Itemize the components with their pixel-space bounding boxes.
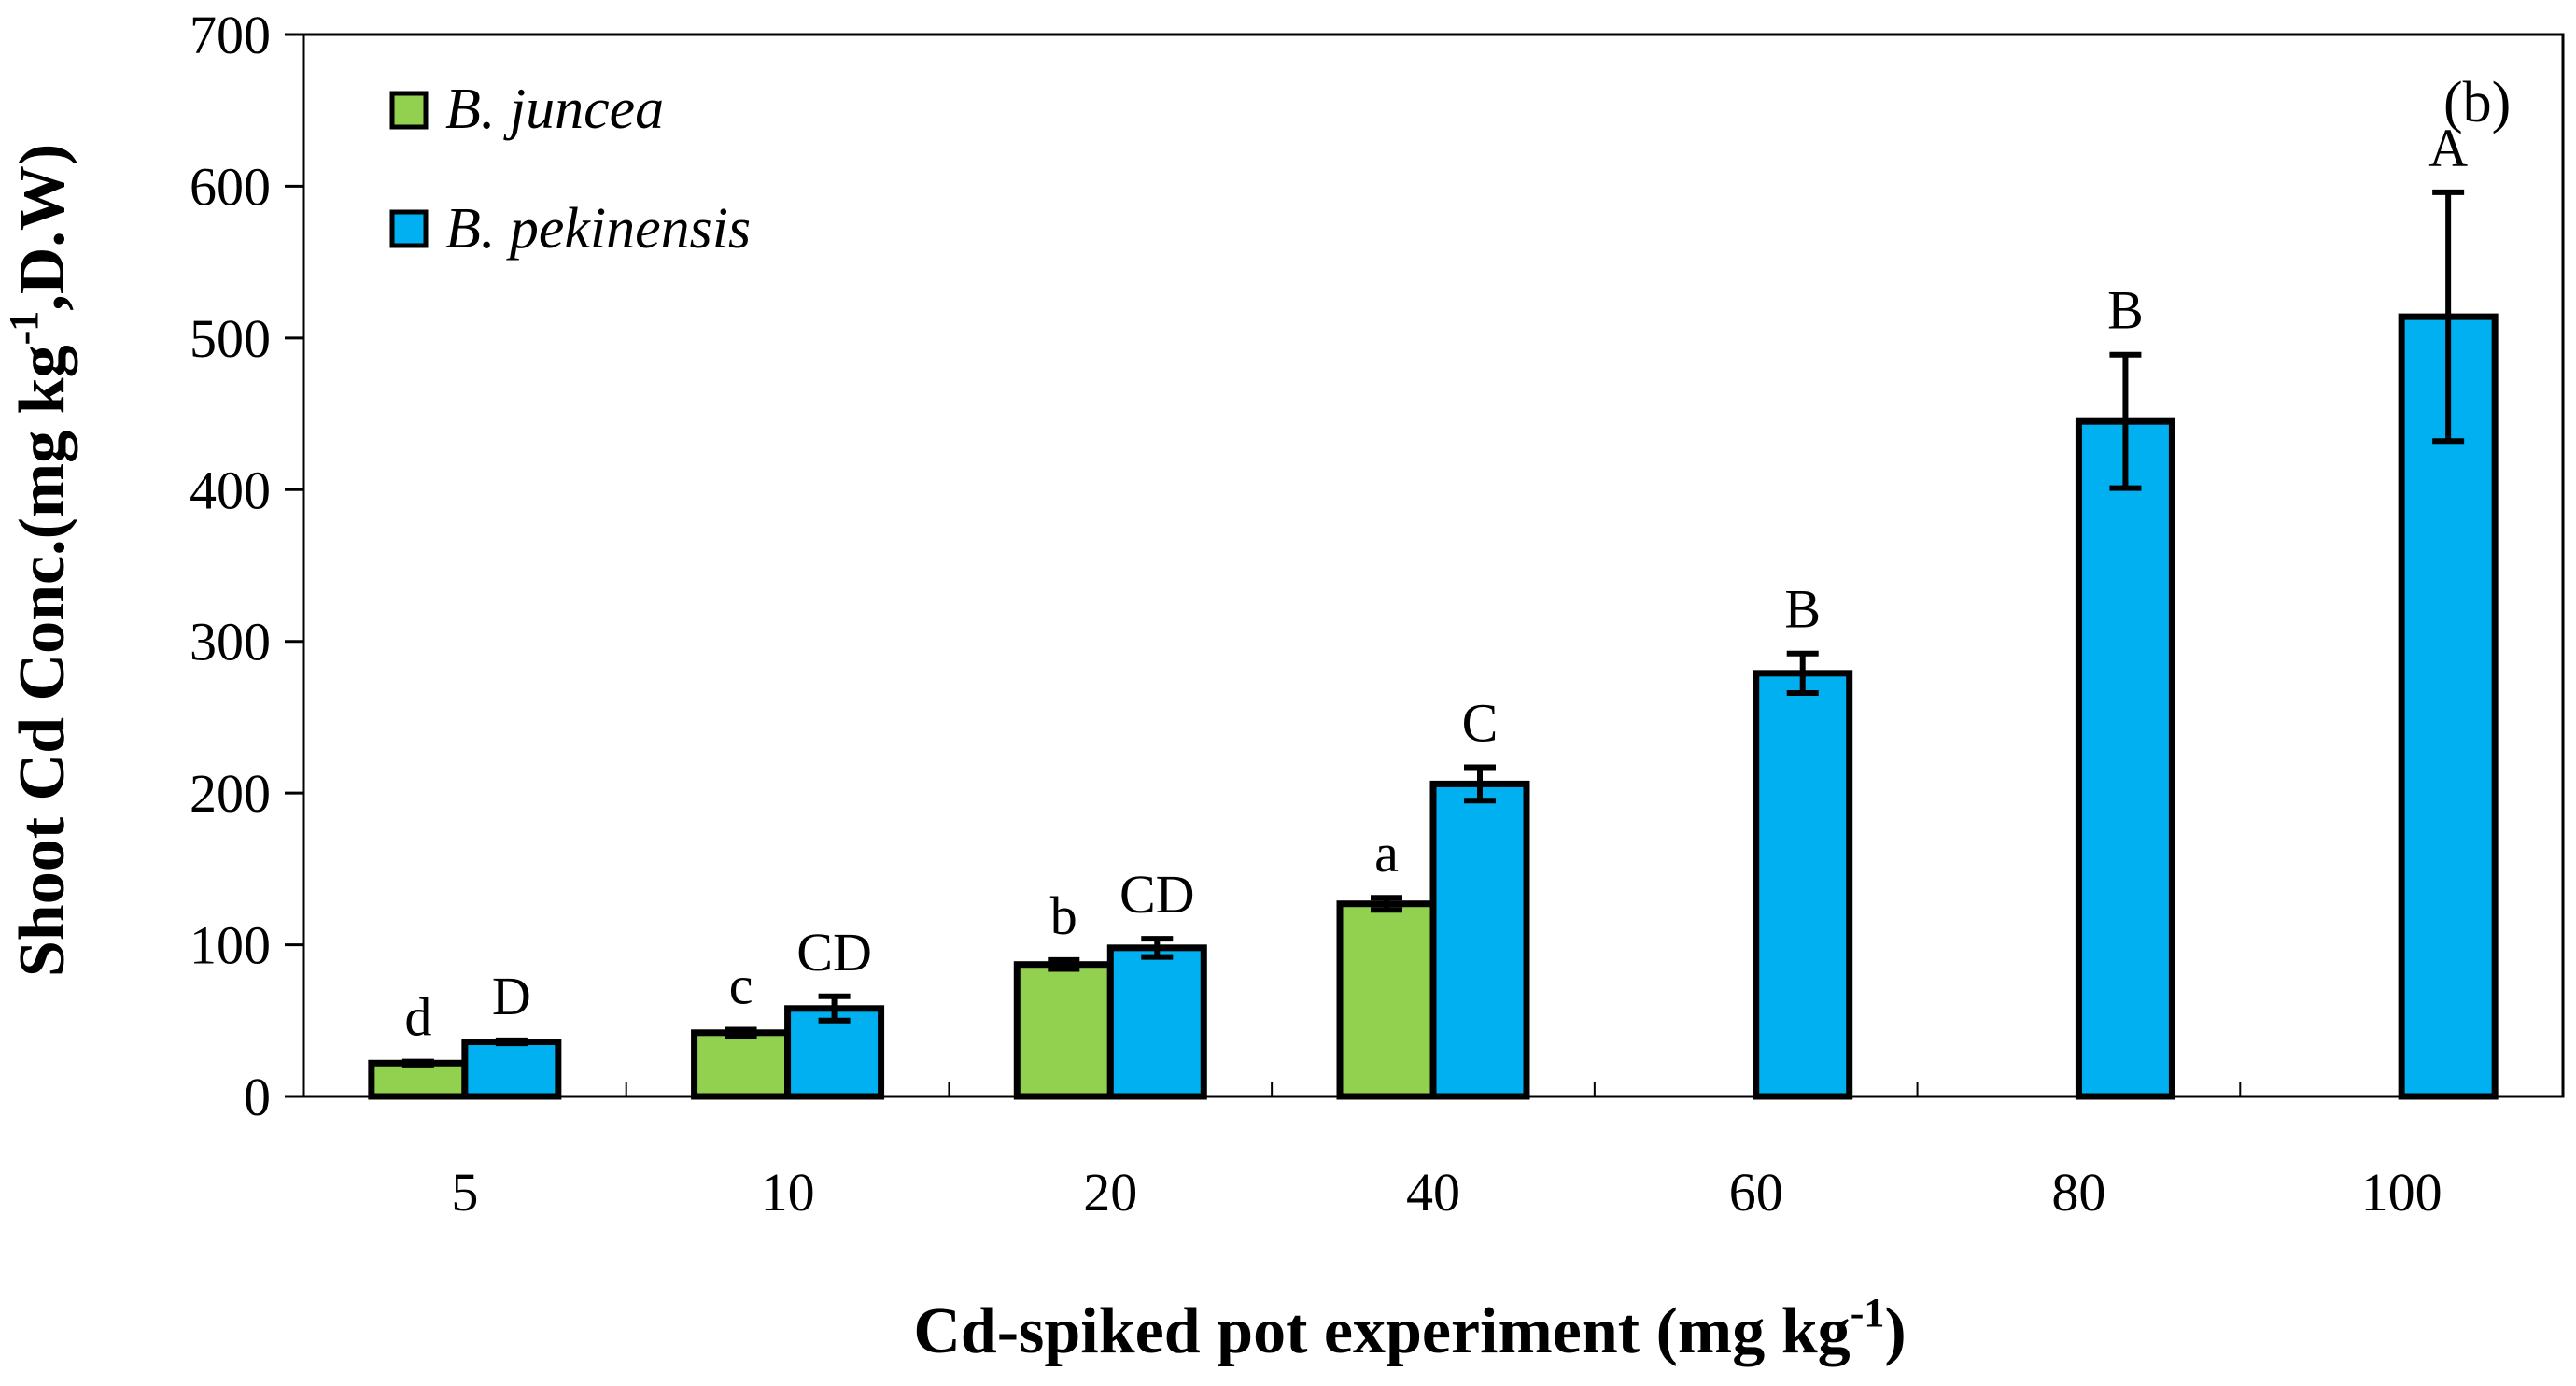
bar-b-juncea: [1013, 961, 1114, 1100]
y-tick-label: 600: [190, 156, 271, 217]
significance-label: B: [2107, 280, 2144, 341]
significance-label: A: [2428, 118, 2468, 178]
panel-label: (b): [2443, 71, 2511, 134]
significance-label: c: [729, 955, 753, 1016]
legend: B. juncea B. pekinensis: [389, 78, 751, 261]
bar-b-juncea: [1336, 900, 1437, 1100]
x-tick-label: 40: [1406, 1162, 1460, 1223]
bar-b-juncea: [691, 1029, 792, 1100]
x-tick-label: 60: [1729, 1162, 1783, 1223]
significance-label: CD: [796, 922, 872, 983]
x-tick-label: 100: [2361, 1162, 2442, 1223]
x-tick-label: 5: [451, 1162, 478, 1223]
significance-label: a: [1374, 823, 1399, 884]
significance-label: CD: [1119, 864, 1195, 925]
legend-swatch-b-juncea: [389, 91, 429, 130]
significance-label: d: [404, 987, 431, 1048]
y-tick-label: 200: [190, 763, 271, 824]
bar-b-pekinensis: [461, 1039, 562, 1100]
y-tick-label: 400: [190, 460, 271, 520]
x-tick-label: 10: [761, 1162, 815, 1223]
y-tick-label: 500: [190, 308, 271, 369]
x-axis-title: Cd-spiked pot experiment (mg kg-1): [913, 1290, 1906, 1367]
legend-label-b-pekinensis: B. pekinensis: [445, 197, 751, 261]
significance-label: b: [1050, 885, 1077, 946]
y-tick-label: 700: [190, 5, 271, 65]
y-axis-ticks: 0 100 200 300 400 500 600 700: [190, 5, 303, 1127]
significance-label: D: [492, 966, 531, 1026]
significance-label: B: [1784, 579, 1821, 640]
bar-b-pekinensis: [1753, 670, 1853, 1100]
bar-b-pekinensis: [1106, 944, 1207, 1100]
y-tick-label: 0: [244, 1067, 271, 1127]
legend-swatch-b-pekinensis: [389, 209, 429, 248]
x-tick-label: 20: [1083, 1162, 1137, 1223]
y-tick-label: 100: [190, 915, 271, 976]
y-tick-label: 300: [190, 612, 271, 672]
bar-b-pekinensis: [1429, 780, 1530, 1100]
x-tick-label: 80: [2051, 1162, 2105, 1223]
bar-b-juncea: [368, 1059, 469, 1100]
bar-b-pekinensis: [2075, 417, 2175, 1100]
bars: [368, 189, 2499, 1100]
legend-label-b-juncea: B. juncea: [445, 78, 664, 141]
y-axis-title: Shoot Cd Conc.(mg kg-1,D.W): [1, 144, 78, 977]
x-axis-ticks: 5 10 20 40 60 80 100: [451, 1082, 2442, 1223]
significance-label: C: [1462, 693, 1499, 754]
plot-area-frame: [302, 33, 2565, 1098]
